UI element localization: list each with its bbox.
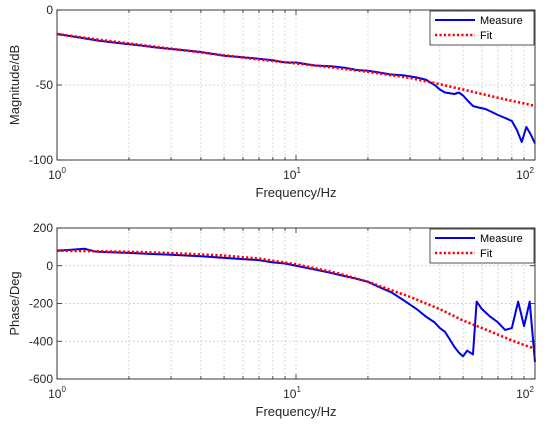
x-tick-label: 100 [48,166,66,182]
x-tick-label: 101 [283,166,301,182]
series-line-fit [56,249,536,351]
legend: Measure Fit [429,228,535,264]
legend: Measure Fit [429,10,535,46]
legend-box [429,228,535,264]
y-tick-label: 200 [33,221,53,235]
y-tick-label: -400 [29,334,53,348]
legend-box [429,10,535,46]
x-axis-label: Frequency/Hz [256,404,337,419]
y-tick-label: -600 [29,372,53,386]
y-tick-label: -100 [29,153,53,167]
legend-label-measure: Measure [480,15,523,27]
legend-label-fit: Fit [480,248,492,260]
x-tick-label: 100 [48,385,66,401]
magnitude-panel: 100 101 102 0 -50 -100 Frequency/Hz Magnitude/d… [7,3,536,200]
y-axis-label: Phase/Deg [7,271,22,335]
legend-label-fit: Fit [480,30,492,42]
series-line-measure [56,33,536,144]
y-axis-label: Magnitude/dB [7,45,22,125]
series-line-measure [56,247,536,363]
y-tick-label: -200 [29,297,53,311]
x-tick-label: 102 [516,385,534,401]
phase-panel: 100 101 102 200 0 -200 -400 -600 Frequency/Hz Pha… [7,221,536,419]
legend-label-measure: Measure [480,233,523,245]
y-tick-label: 0 [46,3,53,17]
x-tick-label: 101 [283,385,301,401]
x-tick-label: 102 [516,166,534,182]
y-tick-label: -50 [36,78,54,92]
x-axis-label: Frequency/Hz [256,185,337,200]
y-tick-label: 0 [46,259,53,273]
